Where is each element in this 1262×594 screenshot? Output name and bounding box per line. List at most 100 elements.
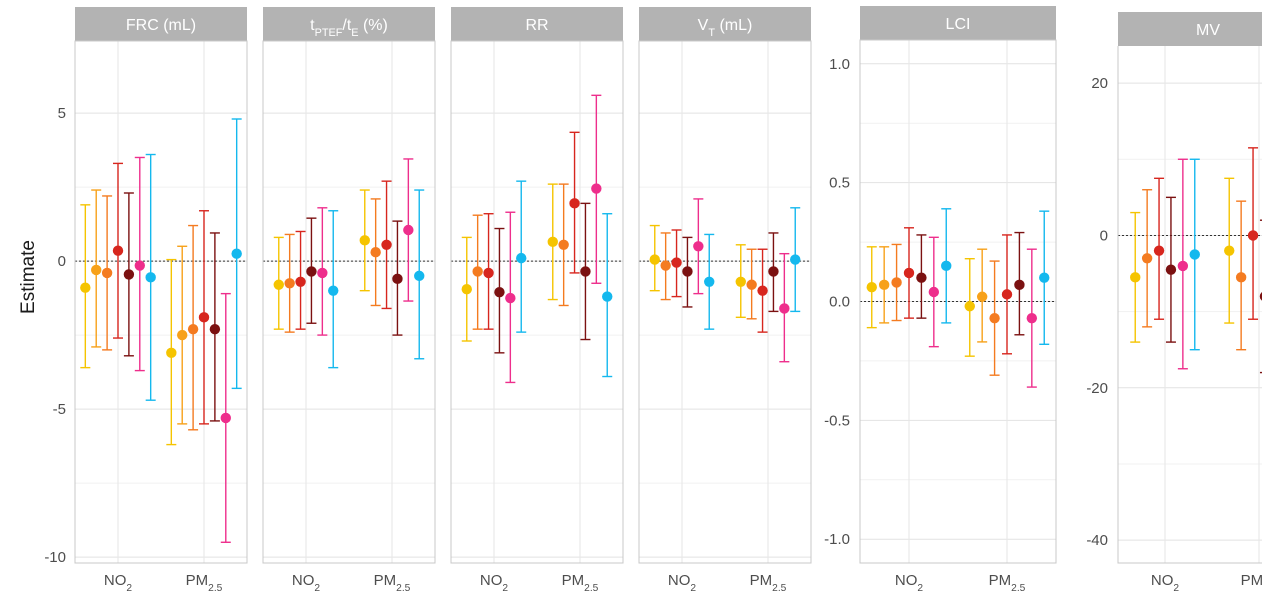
x-tick-label: NO2 [895,572,924,594]
estimate-point [145,272,156,283]
y-tick-label: 1.0 [829,56,850,73]
estimate-point [671,257,682,268]
estimate-point [516,252,527,264]
estimate-point [989,312,1000,324]
facet-panel-1: FRC (mL) -10 -5 0 5 NO2 PM2.5 [44,7,248,594]
facet-panel-6: MV -40 -20 0 20 NO2 PM2.5 [1086,12,1262,594]
estimate-point [134,260,145,271]
estimate-point [112,245,124,256]
estimate-point [916,272,927,283]
estimate-point [187,323,199,335]
x-tick-label: NO2 [480,572,509,594]
y-tick-label: 0.0 [829,294,850,311]
estimate-point [779,303,790,314]
estimate-point [682,266,693,277]
estimate-point [166,347,177,359]
estimate-point [693,241,704,252]
y-tick-label: -5 [53,401,66,418]
estimate-point [704,276,715,287]
facet-title: MV [1196,22,1220,39]
estimate-point [273,279,284,290]
estimate-point [403,224,414,236]
estimate-point [547,236,558,248]
estimate-point [317,267,328,279]
estimate-point [1235,272,1247,283]
estimate-point [1165,264,1177,275]
panel-border [74,40,248,564]
facet-panel-4: VT (mL) NO2 PM2.5 [638,7,812,594]
y-tick-label: -10 [44,549,66,566]
x-tick-label: PM2.5 [989,572,1026,594]
estimate-point [580,266,591,277]
estimate-point [359,235,370,246]
facet-title: VT (mL) [698,17,753,39]
x-tick-label: PM2.5 [750,572,787,594]
estimate-point [472,266,483,277]
estimate-point [768,266,779,277]
estimate-point [370,247,381,258]
facet-panel-3: RR NO2 PM2.5 [450,7,624,594]
estimate-point [735,276,746,287]
facet-title: tPTEF/tE (%) [310,17,388,39]
estimate-point [1001,289,1013,300]
y-tick-label: 0.5 [829,175,850,192]
estimate-point [101,267,113,279]
x-tick-label: NO2 [668,572,697,594]
estimate-point [209,323,221,335]
estimate-point [660,260,671,271]
estimate-point [891,277,902,288]
estimate-point [483,267,494,279]
estimate-point [746,279,757,290]
estimate-point [602,291,613,302]
estimate-point [198,312,210,323]
estimate-point [220,412,231,424]
y-tick-label: 5 [58,105,66,122]
facet-title: RR [525,17,548,34]
estimate-point [928,286,940,298]
estimate-point [1189,249,1200,260]
estimate-point [569,198,580,209]
x-tick-label: NO2 [104,572,133,594]
x-tick-label: PM2.5 [1241,572,1262,594]
panel-border [262,40,436,564]
estimate-point [80,282,91,293]
estimate-point [1259,292,1262,301]
estimate-point [976,291,988,302]
estimate-point [123,269,135,280]
estimate-point [284,278,295,289]
estimate-point [1247,230,1259,241]
facet-strip [451,7,623,41]
y-tick-label: 0 [58,253,66,270]
x-tick-label: PM2.5 [186,572,223,594]
estimate-point [177,329,188,341]
x-tick-label: PM2.5 [562,572,599,594]
estimate-point [1039,272,1050,283]
estimate-point [328,285,339,296]
facet-title: FRC (mL) [126,17,196,34]
x-tick-label: NO2 [1151,572,1180,594]
estimate-point [866,282,877,293]
y-tick-label: 0 [1100,227,1108,244]
facet-strip [860,6,1056,40]
estimate-point [1177,260,1189,272]
estimate-point [1026,312,1038,324]
estimate-point [591,183,602,194]
estimate-point [392,273,403,285]
x-tick-label: PM2.5 [374,572,411,594]
estimate-point [1153,245,1165,256]
panel-border [638,40,812,564]
y-tick-label: 20 [1091,75,1108,92]
y-axis-label: Estimate [18,240,39,314]
estimate-point [306,266,317,277]
facet-strip [639,7,811,41]
estimate-point [941,260,952,272]
estimate-point [91,264,102,276]
facet-panel-5: LCI -1.0 -0.5 0.0 0.5 1.0 NO2 PM2.5 [824,6,1057,594]
x-tick-label: NO2 [292,572,321,594]
panel-border [450,40,624,564]
estimate-point [757,285,768,296]
estimate-point [505,292,516,304]
facet-strip [1118,12,1262,46]
panel-border [859,39,1057,564]
estimate-point [461,284,472,295]
